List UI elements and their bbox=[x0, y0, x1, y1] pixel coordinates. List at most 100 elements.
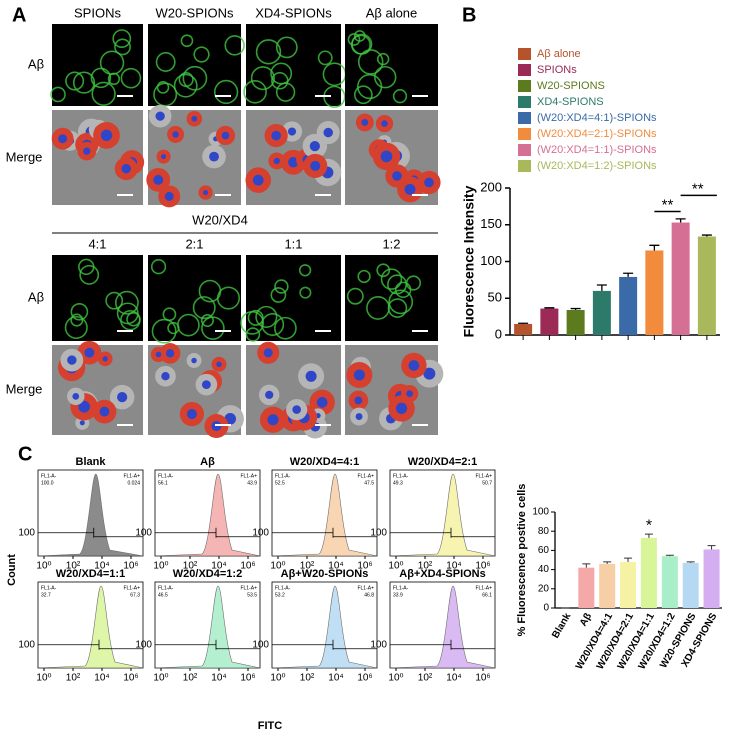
y-tick-label: 100 bbox=[370, 527, 387, 538]
x-tick-label: 10⁴ bbox=[211, 673, 226, 684]
nucleus bbox=[353, 369, 365, 381]
y-tick-label: 0 bbox=[495, 326, 502, 341]
gate-label: FL1-A+ bbox=[475, 473, 492, 479]
bar bbox=[620, 561, 637, 608]
error-bar bbox=[624, 557, 633, 562]
error-bar bbox=[570, 307, 581, 311]
y-tick-label: 100 bbox=[252, 527, 269, 538]
nucleus bbox=[265, 390, 274, 399]
row-label: Merge bbox=[6, 149, 43, 164]
cell bbox=[201, 316, 225, 340]
cell bbox=[394, 281, 412, 299]
bar bbox=[645, 250, 664, 335]
error-bar bbox=[707, 545, 716, 550]
y-tick-label: 40 bbox=[538, 564, 550, 575]
micrograph bbox=[345, 255, 438, 341]
annotation: * bbox=[646, 517, 652, 534]
y-tick-label: 80 bbox=[538, 526, 550, 537]
y-tick-label: 100 bbox=[18, 527, 35, 538]
histogram bbox=[271, 473, 378, 557]
cell bbox=[270, 287, 287, 303]
nucleus bbox=[221, 131, 230, 140]
cell bbox=[298, 264, 312, 277]
gate-value: 53.5 bbox=[247, 592, 257, 598]
gate bbox=[155, 527, 260, 538]
nucleus bbox=[102, 356, 108, 362]
cell bbox=[357, 49, 384, 75]
y-tick-label: 100 bbox=[135, 639, 152, 650]
error-bar bbox=[675, 218, 686, 223]
nucleus bbox=[79, 420, 85, 426]
column-label: SPIONs bbox=[74, 5, 121, 20]
cell bbox=[388, 289, 414, 315]
gate-value: 100.0 bbox=[41, 480, 54, 486]
histogram bbox=[389, 473, 496, 557]
y-tick-label: 100 bbox=[135, 527, 152, 538]
nucleus bbox=[161, 154, 167, 160]
y-tick-label: 200 bbox=[480, 179, 502, 194]
cell bbox=[275, 36, 298, 59]
nucleus bbox=[380, 150, 393, 163]
nucleus bbox=[287, 127, 297, 136]
cell bbox=[150, 259, 167, 275]
gate-value: 43.9 bbox=[247, 480, 257, 486]
cell bbox=[173, 73, 198, 98]
histogram bbox=[37, 585, 144, 669]
nucleus bbox=[395, 402, 408, 415]
cell bbox=[376, 52, 390, 66]
cell bbox=[274, 316, 297, 340]
cell bbox=[193, 46, 210, 63]
nucleus bbox=[263, 348, 273, 358]
bar bbox=[578, 567, 595, 608]
bar bbox=[697, 236, 716, 335]
nucleus bbox=[361, 119, 369, 126]
cell bbox=[392, 89, 408, 104]
gate-label: FL1-A+ bbox=[357, 473, 374, 479]
nucleus bbox=[155, 351, 162, 358]
column-label: W20-SPIONs bbox=[155, 5, 234, 20]
gate-value: 53.2 bbox=[275, 592, 285, 598]
cell bbox=[317, 50, 333, 66]
annotation: ** bbox=[692, 180, 704, 197]
cell bbox=[182, 65, 208, 91]
nucleus bbox=[165, 349, 175, 358]
x-tick-label: 10⁴ bbox=[94, 673, 109, 684]
cell bbox=[376, 263, 391, 278]
x-tick-label: 10⁰ bbox=[153, 673, 168, 684]
gate-label: FL1-A- bbox=[393, 585, 409, 591]
legend-label: (W20:XD4=1:2)-SPIONs bbox=[537, 160, 657, 172]
x-tick-label: 10² bbox=[66, 561, 81, 572]
cell bbox=[112, 29, 132, 48]
cell bbox=[79, 264, 100, 285]
ratio-label: 4:1 bbox=[88, 236, 106, 251]
x-tick-label: 10² bbox=[66, 673, 81, 684]
plot-title: W20/XD4=1:2 bbox=[173, 568, 242, 580]
cell bbox=[114, 38, 131, 56]
cell bbox=[151, 318, 177, 344]
gate-value: 46.8 bbox=[364, 592, 374, 598]
gate-value: 47.5 bbox=[364, 480, 374, 486]
gate bbox=[390, 527, 495, 538]
cell bbox=[64, 315, 88, 340]
plot-title: Blank bbox=[76, 456, 107, 468]
micrograph bbox=[52, 24, 143, 106]
bar bbox=[540, 308, 559, 335]
nucleus bbox=[406, 390, 413, 397]
row-label: Aβ bbox=[28, 289, 44, 304]
bar bbox=[599, 563, 616, 608]
cell bbox=[105, 291, 124, 310]
cell bbox=[99, 50, 125, 76]
gate-label: FL1-A- bbox=[275, 473, 291, 479]
nucleus bbox=[201, 380, 211, 390]
x-tick-label: 10⁶ bbox=[475, 673, 490, 684]
ratio-label: 2:1 bbox=[185, 236, 203, 251]
plot-title: W20/XD4=1:1 bbox=[56, 568, 125, 580]
y-tick-label: 100 bbox=[532, 507, 549, 518]
legend-swatch bbox=[518, 96, 531, 108]
legend-label: Aβ alone bbox=[537, 48, 581, 60]
nucleus bbox=[100, 129, 113, 142]
y-axis-title: % Fluorescence postive cells bbox=[516, 484, 528, 637]
legend-label: (W20:XD4=4:1)-SPIONs bbox=[537, 112, 657, 124]
legend-swatch bbox=[518, 144, 531, 156]
gate-label: FL1-A- bbox=[393, 473, 409, 479]
